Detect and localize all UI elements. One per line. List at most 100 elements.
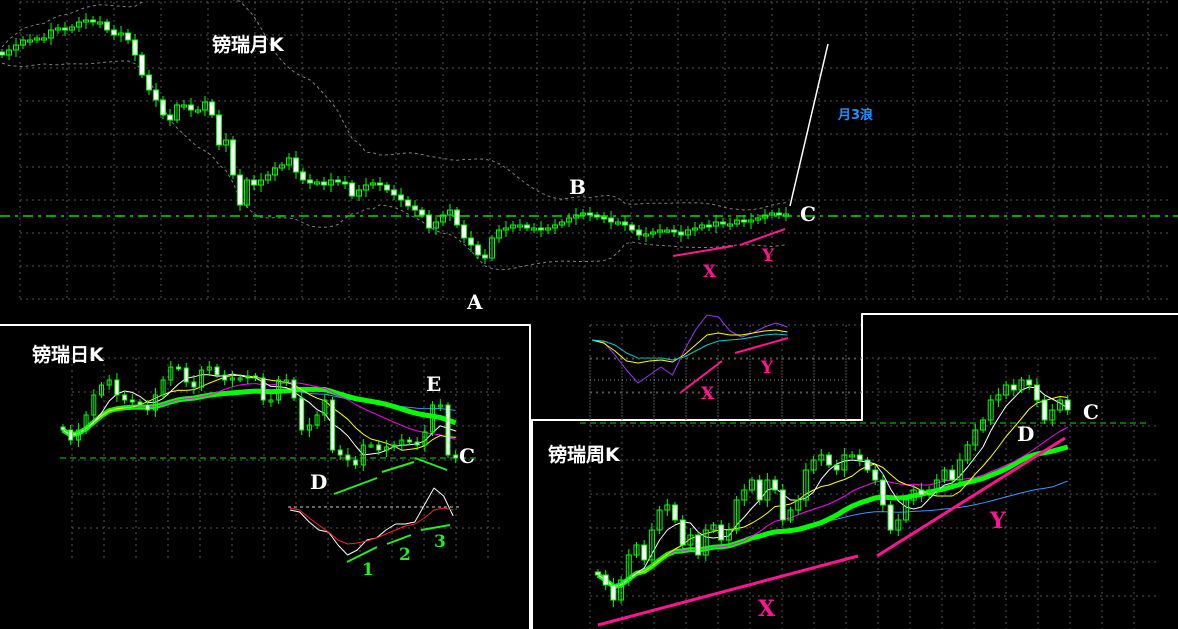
monthly-candle	[167, 114, 173, 121]
monthly-candle	[195, 109, 201, 113]
weekly-candle	[779, 489, 786, 521]
monthly-candle	[622, 221, 628, 226]
monthly-candle	[104, 21, 110, 31]
weekly-candle	[964, 444, 971, 461]
monthly-candle	[608, 217, 614, 223]
weekly-candle	[710, 524, 717, 531]
daily-candle	[206, 366, 212, 371]
monthly-candle	[734, 219, 740, 225]
weekly-candle	[595, 571, 601, 576]
monthly-candle	[419, 209, 425, 216]
monthly-candle	[27, 39, 33, 43]
weekly-title: 镑瑞周K	[548, 444, 620, 466]
monthly-osc-x-trendline	[679, 360, 723, 394]
weekly-candle	[849, 454, 856, 458]
daily-candle	[237, 377, 243, 381]
daily-candle	[129, 399, 135, 403]
monthly-candle	[118, 32, 124, 36]
daily-label-e: E	[426, 372, 442, 396]
weekly-candle	[725, 529, 732, 541]
monthly-candle	[237, 174, 243, 206]
weekly-candle	[695, 534, 702, 556]
monthly-y-trendline	[739, 228, 786, 246]
weekly-candle	[910, 489, 917, 501]
monthly-candle	[727, 223, 733, 227]
weekly-label-c: C	[1083, 400, 1099, 424]
daily-candle	[260, 377, 266, 401]
monthly-candle	[265, 174, 271, 181]
weekly-candle	[1003, 384, 1010, 396]
daily-label-d: D	[310, 470, 328, 494]
monthly-candle	[139, 54, 145, 76]
daily-candle	[299, 397, 305, 431]
daily-candle	[114, 379, 120, 396]
monthly-candle	[636, 229, 642, 236]
weekly-candle	[972, 429, 979, 446]
daily-candle	[283, 379, 289, 383]
weekly-panel-border	[531, 313, 1178, 629]
daily-ma5-line	[62, 373, 456, 456]
monthly-candle	[594, 214, 600, 218]
weekly-candle	[656, 509, 663, 531]
monthly-oscillator-line-2	[591, 333, 788, 361]
monthly-candle	[69, 26, 75, 31]
daily-candle	[75, 429, 81, 441]
monthly-candle	[657, 229, 663, 233]
daily-candle	[160, 379, 166, 396]
monthly-candle	[13, 44, 19, 51]
monthly-candle	[601, 216, 607, 220]
monthly-candle	[314, 181, 320, 185]
monthly-candle	[615, 221, 621, 225]
monthly-candle	[125, 32, 131, 41]
weekly-candle	[856, 454, 863, 461]
weekly-candle	[702, 529, 709, 556]
weekly-y-trendline	[876, 436, 1066, 558]
weekly-candle	[733, 499, 740, 531]
weekly-label-y: Y	[990, 508, 1006, 534]
monthly-label-b: B	[569, 175, 586, 199]
monthly-candle	[321, 181, 327, 186]
monthly-osc-label-x: X	[701, 384, 715, 404]
weekly-candle	[718, 524, 725, 541]
weekly-candle	[903, 499, 909, 521]
weekly-candle	[872, 469, 879, 481]
weekly-candle	[1049, 409, 1056, 421]
monthly-candle	[223, 139, 229, 146]
weekly-candle	[956, 459, 963, 481]
daily-ma10-line	[62, 374, 456, 451]
monthly-x-trendline	[672, 245, 734, 257]
daily-candle	[245, 375, 251, 379]
monthly-candle	[559, 221, 565, 226]
weekly-panel-bg-lower	[532, 421, 1178, 629]
monthly-candle	[174, 104, 180, 121]
daily-trendline-1	[333, 477, 378, 495]
monthly-candle	[741, 219, 747, 223]
daily-candle	[268, 399, 274, 403]
daily-oscillator-line-1	[289, 507, 454, 545]
monthly-candle	[510, 224, 516, 229]
monthly-candle	[55, 27, 61, 31]
weekly-candle	[995, 394, 1002, 401]
weekly-candle	[1018, 379, 1025, 391]
monthly-candle	[475, 244, 481, 256]
weekly-candle	[741, 489, 748, 501]
weekly-candle	[818, 454, 825, 461]
daily-osc-trendline-2	[386, 534, 412, 545]
daily-candle	[399, 439, 405, 446]
weekly-candle	[672, 504, 678, 521]
daily-candle	[376, 444, 382, 451]
weekly-x-trendline	[597, 554, 859, 627]
monthly-candle	[286, 157, 292, 166]
daily-candle	[191, 381, 197, 388]
daily-candle	[199, 369, 205, 388]
weekly-candle	[941, 469, 948, 481]
weekly-candle	[641, 544, 648, 561]
monthly-candle	[643, 233, 649, 237]
weekly-candle	[795, 499, 802, 511]
weekly-ma10-line	[597, 396, 1068, 588]
monthly-candle	[181, 104, 187, 108]
monthly-candle	[293, 157, 299, 173]
monthly-candle	[440, 214, 446, 223]
monthly-candle	[356, 189, 362, 197]
